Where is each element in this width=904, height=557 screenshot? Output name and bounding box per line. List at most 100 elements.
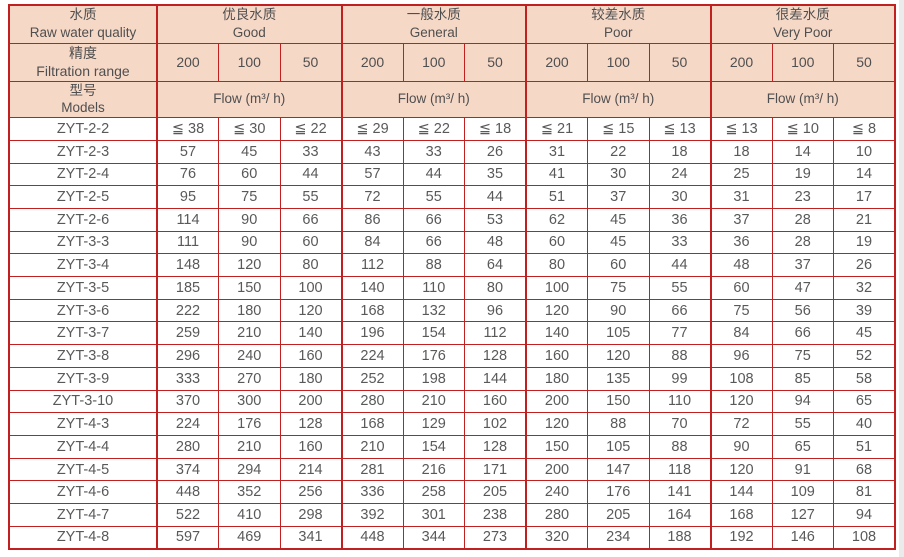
flow-value-cell: 10 [833, 139, 896, 164]
flow-value-cell: 296 [156, 344, 219, 368]
header-raw-water-quality-en: Raw water quality [29, 25, 137, 41]
filtration-200: 200 [340, 42, 404, 82]
flow-value-cell: 80 [464, 276, 527, 300]
model-cell: ZYT-2-6 [8, 207, 158, 232]
flow-value-cell: 144 [464, 366, 527, 391]
flow-value-cell: 96 [464, 298, 527, 323]
flow-value-cell: 234 [587, 525, 650, 550]
flow-value-cell: 171 [464, 457, 527, 482]
flow-value-cell: 43 [340, 139, 404, 164]
flow-value-cell: 140 [340, 276, 404, 300]
flow-value-cell: 55 [402, 185, 465, 209]
flow-value-cell: 281 [340, 457, 404, 482]
flow-value-cell: 198 [402, 366, 465, 391]
flow-value-cell: 30 [587, 162, 650, 187]
flow-value-cell: 176 [587, 480, 650, 505]
flow-header-poor: Flow (m³/ h) [525, 80, 711, 119]
flow-value-cell: 65 [833, 389, 896, 414]
flow-value-cell: 85 [771, 366, 834, 391]
flow-value-cell: 86 [340, 207, 404, 232]
model-cell: ZYT-4-4 [8, 434, 158, 459]
flow-value-cell: 108 [709, 366, 773, 391]
flow-value-cell: 68 [833, 457, 896, 482]
flow-value-cell: 14 [833, 162, 896, 187]
flow-value-cell: 168 [340, 298, 404, 323]
flow-value-cell: 52 [833, 344, 896, 368]
header-filtration-range-en: Filtration range [36, 63, 130, 79]
flow-value-cell: 448 [340, 525, 404, 550]
flow-value-cell: 24 [648, 162, 711, 187]
flow-value-cell: 280 [525, 503, 588, 527]
flow-value-cell: 168 [340, 412, 404, 436]
flow-value-cell: 120 [525, 412, 588, 436]
flow-value-cell: 180 [525, 366, 588, 391]
flow-value-cell: 168 [709, 503, 773, 527]
flow-value-cell: 75 [771, 344, 834, 368]
filtration-200: 200 [525, 42, 588, 82]
flow-value-cell: 320 [525, 525, 588, 550]
group-general-en: General [409, 25, 458, 41]
flow-value-cell: 180 [218, 298, 281, 323]
flow-value-cell: 70 [648, 412, 711, 436]
flow-value-cell: 120 [587, 344, 650, 368]
group-good-zh: 优良水质 [222, 7, 277, 23]
spec-table: 水质 Raw water quality 优良水质 Good 一般水质 Gene… [8, 4, 896, 550]
model-cell: ZYT-4-5 [8, 457, 158, 482]
flow-value-cell: 45 [218, 139, 281, 164]
model-cell: ZYT-4-6 [8, 480, 158, 505]
flow-value-cell: 90 [587, 298, 650, 323]
flow-value-cell: 48 [464, 230, 527, 255]
flow-value-cell: 94 [833, 503, 896, 527]
flow-value-cell: 88 [402, 253, 465, 278]
model-cell: ZYT-3-7 [8, 321, 158, 346]
model-cell: ZYT-3-9 [8, 366, 158, 391]
flow-value-cell: 392 [340, 503, 404, 527]
model-cell: ZYT-3-10 [8, 389, 158, 414]
flow-value-cell: 55 [279, 185, 342, 209]
table-row: ZYT-3-4 148 120 80 112 88 64 80 60 44 48 37 26 [8, 253, 896, 278]
flow-value-cell: 66 [771, 321, 834, 346]
flow-value-cell: 14 [771, 139, 834, 164]
flow-value-cell: 112 [340, 253, 404, 278]
flow-value-cell: 240 [525, 480, 588, 505]
header-group-poor: 较差水质 Poor [525, 4, 711, 44]
flow-value-cell: 597 [156, 525, 219, 550]
flow-value-cell: 31 [525, 139, 588, 164]
flow-value-cell: 28 [771, 230, 834, 255]
flow-value-cell: 19 [833, 230, 896, 255]
flow-value-cell: 18 [648, 139, 711, 164]
group-poor-zh: 较差水质 [591, 7, 646, 23]
flow-value-cell: 301 [402, 503, 465, 527]
table-row: ZYT-2-4 76 60 44 57 44 35 41 30 24 25 19 14 [8, 162, 896, 187]
flow-value-cell: 32 [833, 276, 896, 300]
table-row: ZYT-3-6 222 180 120 168 132 96 120 90 66 75 56 39 [8, 298, 896, 323]
model-cell: ZYT-3-4 [8, 253, 158, 278]
table-row: ZYT-4-5 374 294 214 281 216 171 200 147 118 120 91 6… [8, 457, 896, 482]
flow-value-cell: 17 [833, 185, 896, 209]
filtration-100: 100 [771, 42, 834, 82]
flow-value-cell: 60 [279, 230, 342, 255]
flow-value-cell: 60 [218, 162, 281, 187]
flow-value-cell: 44 [279, 162, 342, 187]
flow-value-cell: 140 [279, 321, 342, 346]
flow-value-cell: 146 [771, 525, 834, 550]
flow-value-cell: 35 [464, 162, 527, 187]
header-models-en: Models [61, 100, 105, 116]
flow-value-cell: 270 [218, 366, 281, 391]
model-cell: ZYT-4-8 [8, 525, 158, 550]
flow-value-cell: 214 [279, 457, 342, 482]
flow-value-cell: 176 [402, 344, 465, 368]
flow-value-cell: 37 [771, 253, 834, 278]
flow-value-cell: 109 [771, 480, 834, 505]
table-row: ZYT-4-3 224 176 128 168 129 102 120 88 70 72 55 40 [8, 412, 896, 436]
flow-value-cell: 210 [402, 389, 465, 414]
header-filtration-range-zh: 精度 [69, 44, 97, 61]
flow-value-cell: 205 [587, 503, 650, 527]
flow-value-cell: 370 [156, 389, 219, 414]
flow-value-cell: 100 [279, 276, 342, 300]
flow-value-cell: 44 [402, 162, 465, 187]
flow-value-cell: 469 [218, 525, 281, 550]
flow-value-cell: ≦ 22 [402, 117, 465, 141]
flow-value-cell: 28 [771, 207, 834, 232]
flow-value-cell: 240 [218, 344, 281, 368]
